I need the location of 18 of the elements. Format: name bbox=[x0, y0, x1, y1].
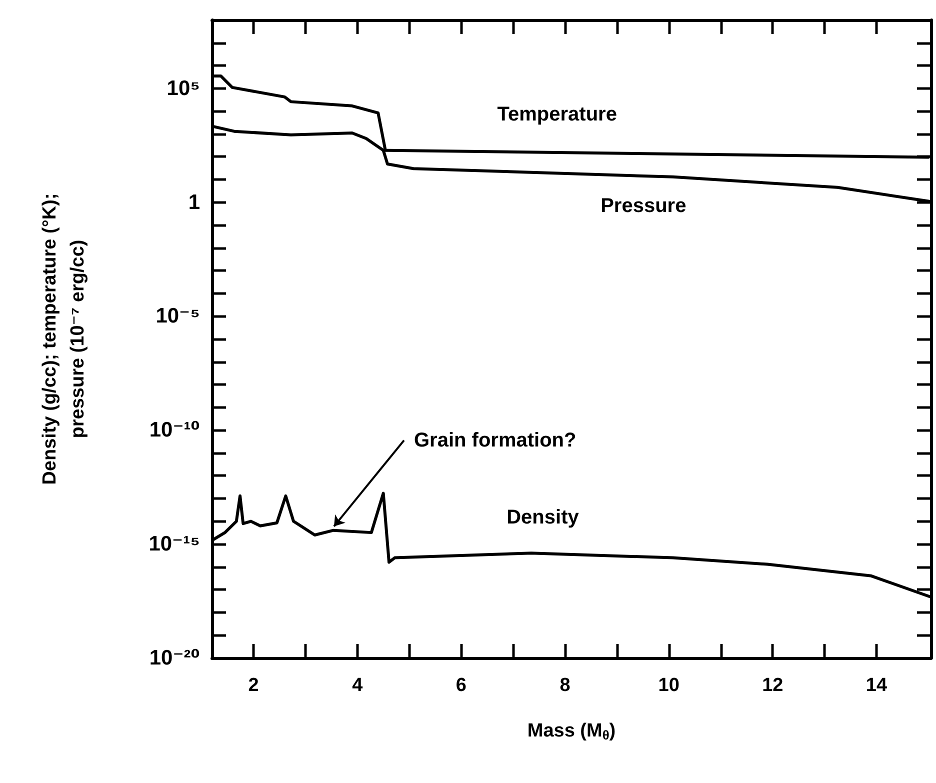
x-tick-label: 2 bbox=[248, 675, 259, 696]
y-tick-label: 1 bbox=[188, 190, 200, 214]
y-tick-label: 10⁵ bbox=[166, 76, 200, 100]
x-tick-label: 6 bbox=[456, 675, 466, 696]
x-tick-label: 8 bbox=[560, 675, 570, 696]
x-tick-label: 14 bbox=[866, 675, 888, 696]
y-tick-label: 10⁻⁵ bbox=[156, 304, 200, 328]
y-tick-label: 10⁻¹⁰ bbox=[149, 418, 200, 442]
series-label: Temperature bbox=[497, 104, 617, 126]
y-tick-label: 10⁻¹⁵ bbox=[148, 532, 200, 556]
y-axis-title: Density (g/cc); temperature (°K); pressure (10⁻⁷ erg/cc) bbox=[40, 193, 88, 485]
y-tick-label: 10⁻²⁰ bbox=[149, 646, 200, 670]
series-label: Density bbox=[506, 506, 580, 529]
series-label: Pressure bbox=[600, 194, 686, 217]
x-tick-label: 4 bbox=[352, 675, 364, 696]
x-tick-label: 12 bbox=[762, 675, 784, 696]
x-tick-label: 10 bbox=[658, 675, 680, 696]
annotation: Grain formation? bbox=[414, 429, 576, 452]
